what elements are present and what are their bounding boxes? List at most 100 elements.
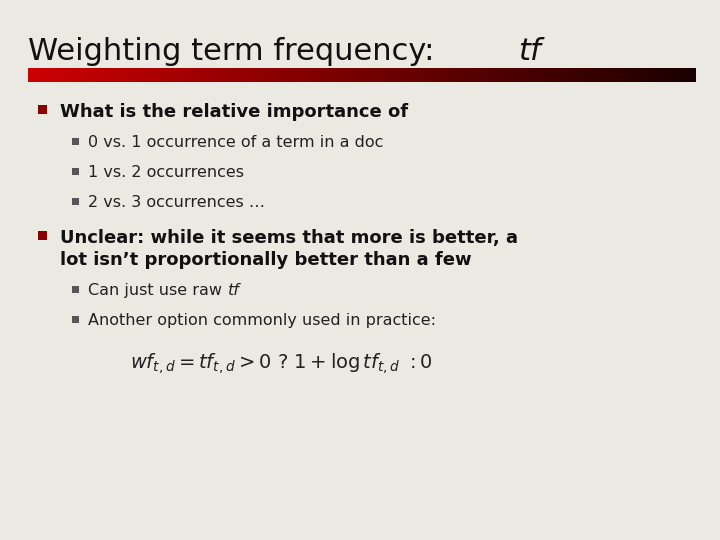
Bar xyxy=(319,68,322,82)
Bar xyxy=(417,68,420,82)
Bar xyxy=(57,68,60,82)
Bar xyxy=(453,68,455,82)
Bar xyxy=(564,68,567,82)
Bar xyxy=(268,68,271,82)
Bar xyxy=(292,68,295,82)
Bar xyxy=(595,68,598,82)
Bar xyxy=(482,68,485,82)
Bar xyxy=(179,68,182,82)
Bar xyxy=(544,68,546,82)
Bar xyxy=(535,68,538,82)
Bar xyxy=(92,68,95,82)
Bar xyxy=(243,68,246,82)
Bar xyxy=(351,68,353,82)
Bar xyxy=(590,68,593,82)
Bar xyxy=(251,68,253,82)
Bar xyxy=(642,68,644,82)
Bar xyxy=(541,68,544,82)
Bar xyxy=(81,68,84,82)
Bar xyxy=(597,68,600,82)
Bar xyxy=(88,68,91,82)
Bar xyxy=(212,68,215,82)
Bar xyxy=(486,68,489,82)
Bar xyxy=(259,68,262,82)
Bar xyxy=(294,68,297,82)
Bar xyxy=(397,68,400,82)
Bar xyxy=(157,68,160,82)
Bar xyxy=(424,68,426,82)
Bar xyxy=(664,68,667,82)
Bar xyxy=(586,68,589,82)
Text: $wf_{t,d} = tf_{t,d} > 0\ ?\ 1+\log tf_{t,d}\ : 0$: $wf_{t,d} = tf_{t,d} > 0\ ?\ 1+\log tf_{… xyxy=(130,351,433,376)
Bar xyxy=(462,68,464,82)
Bar xyxy=(568,68,571,82)
Bar xyxy=(335,68,338,82)
Bar xyxy=(59,68,62,82)
Bar xyxy=(406,68,409,82)
Bar xyxy=(441,68,444,82)
Bar xyxy=(39,68,42,82)
Bar xyxy=(108,68,111,82)
Bar xyxy=(670,68,673,82)
Bar xyxy=(143,68,146,82)
Bar xyxy=(566,68,569,82)
Bar xyxy=(35,68,37,82)
Bar xyxy=(657,68,660,82)
Bar xyxy=(215,68,217,82)
Bar xyxy=(130,68,133,82)
Bar xyxy=(38,105,47,114)
Bar xyxy=(66,68,68,82)
Bar xyxy=(477,68,480,82)
Bar xyxy=(261,68,264,82)
Bar xyxy=(662,68,665,82)
Bar xyxy=(79,68,82,82)
Bar xyxy=(457,68,460,82)
Bar xyxy=(421,68,424,82)
Bar xyxy=(177,68,180,82)
Bar xyxy=(124,68,126,82)
Bar xyxy=(621,68,624,82)
Bar xyxy=(248,68,251,82)
Bar xyxy=(290,68,293,82)
Text: Another option commonly used in practice:: Another option commonly used in practice… xyxy=(88,313,436,328)
Bar xyxy=(562,68,564,82)
Bar xyxy=(690,68,693,82)
Bar xyxy=(392,68,395,82)
Bar xyxy=(680,68,682,82)
Text: tf: tf xyxy=(518,37,541,66)
Bar xyxy=(593,68,595,82)
Bar xyxy=(400,68,402,82)
Bar xyxy=(339,68,342,82)
Bar xyxy=(77,68,80,82)
Bar xyxy=(194,68,197,82)
Bar xyxy=(608,68,611,82)
Bar xyxy=(346,68,348,82)
Bar xyxy=(237,68,240,82)
Bar xyxy=(53,68,55,82)
Bar xyxy=(435,68,438,82)
Text: What is the relative importance of: What is the relative importance of xyxy=(60,103,408,121)
Bar xyxy=(644,68,647,82)
Bar xyxy=(128,68,131,82)
Bar xyxy=(626,68,629,82)
Bar xyxy=(521,68,524,82)
Bar xyxy=(159,68,162,82)
Bar xyxy=(264,68,266,82)
Bar xyxy=(102,68,104,82)
Bar xyxy=(682,68,685,82)
Bar xyxy=(382,68,384,82)
Bar xyxy=(635,68,638,82)
Bar xyxy=(472,68,475,82)
Bar xyxy=(488,68,491,82)
Bar xyxy=(615,68,618,82)
Bar xyxy=(166,68,168,82)
Bar xyxy=(106,68,109,82)
Bar xyxy=(466,68,469,82)
Bar xyxy=(343,68,346,82)
Bar xyxy=(413,68,415,82)
Bar xyxy=(71,68,73,82)
Bar xyxy=(219,68,222,82)
Bar xyxy=(50,68,53,82)
Bar xyxy=(163,68,166,82)
Bar xyxy=(348,68,351,82)
